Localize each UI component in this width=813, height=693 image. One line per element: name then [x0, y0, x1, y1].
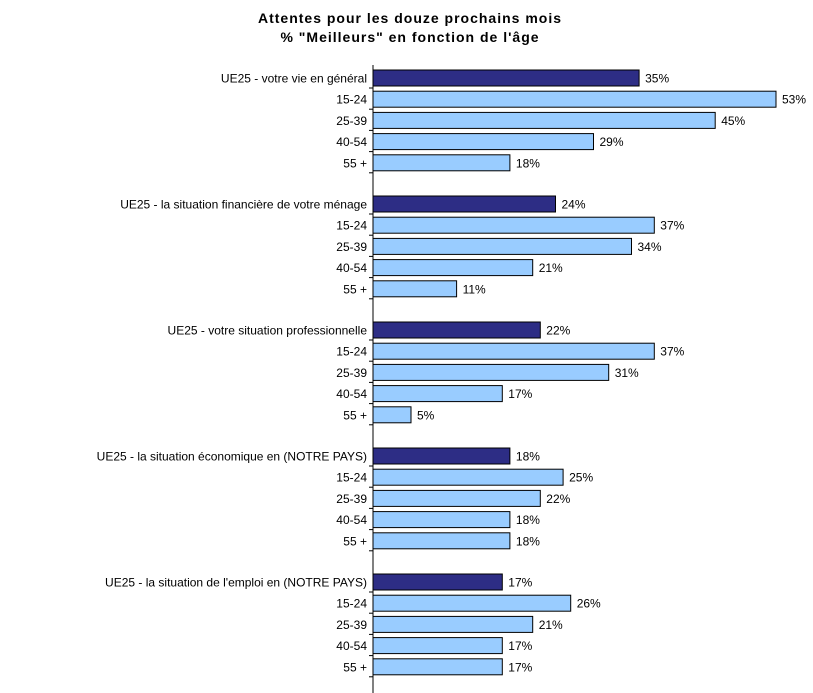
bar-age-group [372, 637, 503, 655]
bar-age-group [372, 594, 572, 612]
category-label: UE25 - la situation économique en (NOTRE… [97, 450, 367, 464]
bar-age-group [372, 489, 541, 507]
bar-age-group [372, 406, 412, 424]
category-label: 25-39 [336, 114, 367, 128]
bar-age-group [372, 111, 716, 129]
bar-total [372, 573, 503, 591]
category-label: UE25 - la situation financière de votre … [120, 198, 367, 212]
category-label: 15-24 [336, 597, 367, 611]
data-label: 17% [508, 576, 532, 590]
category-label: 55 + [343, 534, 367, 548]
bar-total [372, 447, 511, 465]
category-label: 55 + [343, 408, 367, 422]
bar-age-group [372, 363, 610, 381]
bar-total [372, 69, 640, 87]
category-label: 25-39 [336, 366, 367, 380]
category-label: 55 + [343, 156, 367, 170]
data-label: 22% [546, 492, 570, 506]
bar-age-group [372, 658, 503, 676]
data-label: 45% [721, 114, 745, 128]
data-label: 17% [508, 387, 532, 401]
bar-age-group [372, 216, 655, 234]
category-label: 25-39 [336, 492, 367, 506]
data-label: 29% [600, 135, 624, 149]
category-label: 15-24 [336, 219, 367, 233]
data-label: 37% [660, 345, 684, 359]
data-label: 5% [417, 408, 435, 422]
category-label: 25-39 [336, 618, 367, 632]
bar-total [372, 321, 541, 339]
bar-age-group [372, 280, 458, 298]
data-label: 21% [539, 618, 563, 632]
bar-age-group [372, 237, 632, 255]
bar-age-group [372, 615, 534, 633]
bar-age-group [372, 385, 503, 403]
data-label: 37% [660, 219, 684, 233]
data-label: 53% [782, 93, 806, 107]
category-label: 55 + [343, 282, 367, 296]
data-label: 24% [562, 198, 586, 212]
data-label: 18% [516, 450, 540, 464]
data-label: 31% [615, 366, 639, 380]
chart-title-line-1: Attentes pour les douze prochains mois [258, 10, 562, 26]
bar-age-group [372, 133, 594, 151]
bar-age-group [372, 342, 655, 360]
category-label: 55 + [343, 660, 367, 674]
category-label: UE25 - votre vie en général [221, 72, 367, 86]
data-label: 18% [516, 156, 540, 170]
category-label: 15-24 [336, 345, 367, 359]
data-label: 35% [645, 72, 669, 86]
category-label: 15-24 [336, 471, 367, 485]
data-label: 17% [508, 639, 532, 653]
bar-total [372, 195, 556, 213]
data-label: 18% [516, 534, 540, 548]
data-label: 34% [638, 240, 662, 254]
category-label: 25-39 [336, 240, 367, 254]
bar-age-group [372, 468, 564, 486]
category-label: 40-54 [336, 387, 367, 401]
category-label: 40-54 [336, 135, 367, 149]
category-label: 40-54 [336, 513, 367, 527]
data-label: 26% [577, 597, 601, 611]
bar-age-group [372, 259, 534, 277]
category-label: 40-54 [336, 639, 367, 653]
chart-title-line-2: % "Meilleurs" en fonction de l'âge [280, 29, 539, 45]
data-label: 21% [539, 261, 563, 275]
bar-age-group [372, 90, 777, 108]
category-label: UE25 - la situation de l'emploi en (NOTR… [105, 576, 367, 590]
category-label: UE25 - votre situation professionnelle [168, 324, 368, 338]
data-label: 17% [508, 660, 532, 674]
category-label: 40-54 [336, 261, 367, 275]
bar-age-group [372, 511, 511, 529]
data-label: 11% [463, 282, 486, 296]
data-label: 18% [516, 513, 540, 527]
data-label: 22% [546, 324, 570, 338]
bar-age-group [372, 532, 511, 550]
category-label: 15-24 [336, 93, 367, 107]
chart-marks: UE25 - votre vie en général 35% 15-24 53% 25… [97, 69, 806, 678]
bar-age-group [372, 154, 511, 172]
data-label: 25% [569, 471, 593, 485]
